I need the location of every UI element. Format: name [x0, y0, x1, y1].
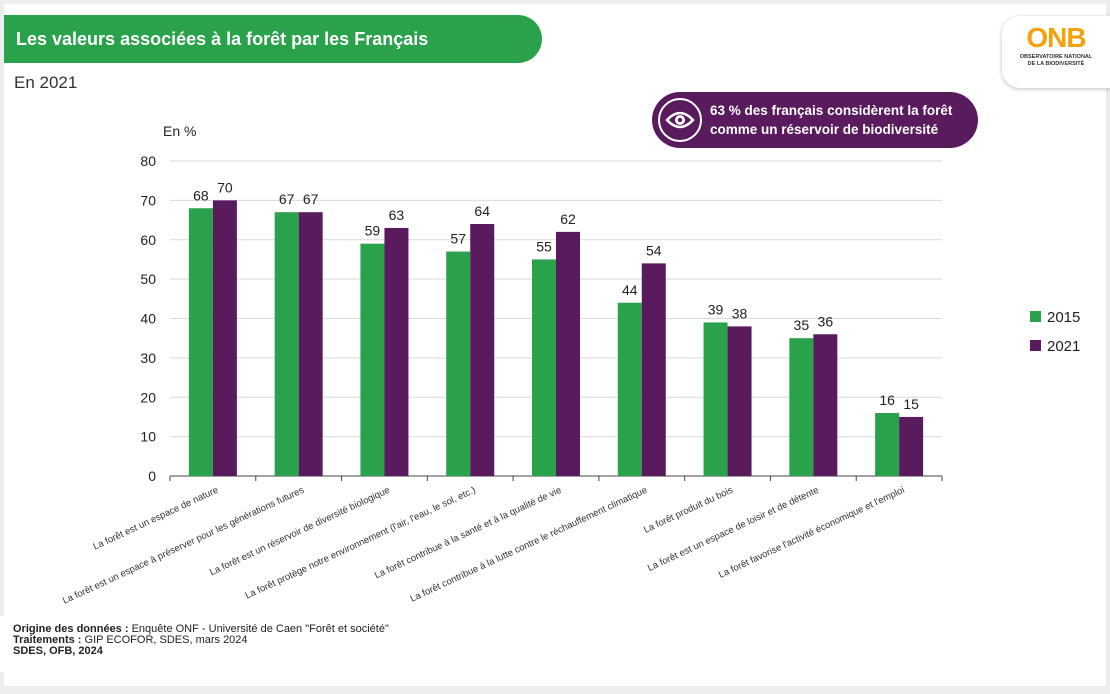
source-treatment-value: GIP ECOFOR, SDES, mars 2024: [81, 634, 248, 646]
onb-logo: ONB OBSERVATOIRE NATIONAL DE LA BIODIVER…: [1002, 16, 1110, 88]
y-tick-label: 10: [140, 429, 156, 445]
bar-2015: [617, 302, 642, 476]
y-tick-label: 40: [140, 311, 156, 327]
data-label: 38: [732, 305, 748, 321]
legend-label: 2021: [1047, 338, 1080, 355]
callout-line2: comme un réservoir de biodiversité: [710, 122, 939, 137]
source-treatment-label: Traitements :: [13, 634, 82, 646]
bar-2015: [703, 322, 728, 476]
y-tick-label: 20: [140, 389, 156, 405]
legend-swatch-2021: [1030, 340, 1041, 351]
data-label: 44: [622, 282, 638, 298]
x-tick-label: La forêt est un réservoir de diversité b…: [208, 485, 392, 578]
data-label: 67: [279, 191, 295, 207]
bar-2015: [789, 338, 814, 476]
data-label: 36: [818, 313, 834, 329]
bar-2021: [384, 227, 409, 476]
source-origin-label: Origine des données :: [13, 623, 129, 635]
bar-2021: [813, 334, 838, 476]
data-label: 54: [646, 242, 662, 258]
data-label: 57: [450, 231, 466, 247]
data-label: 55: [536, 238, 552, 254]
highlight-callout: 63 % des français considèrent la forêt c…: [652, 92, 978, 148]
data-label: 68: [193, 187, 209, 203]
x-tick-label: La forêt favorise l'activité économique …: [717, 485, 906, 581]
bar-2015: [188, 208, 213, 476]
chart-title: Les valeurs associées à la forêt par les…: [16, 28, 429, 49]
bar-2021: [899, 416, 924, 476]
source-origin-value: Enquête ONF - Université de Caen "Forêt …: [128, 623, 389, 635]
chart-subtitle: En 2021: [14, 73, 78, 92]
data-label: 70: [217, 179, 233, 195]
y-tick-label: 50: [140, 271, 156, 287]
data-label: 39: [708, 301, 724, 317]
bar-2015: [532, 259, 556, 476]
y-tick-label: 0: [148, 468, 156, 484]
source-credit: SDES, OFB, 2024: [13, 645, 103, 657]
bar-2015: [875, 413, 900, 476]
data-label: 67: [303, 191, 319, 207]
eye-icon: [658, 98, 702, 142]
data-label: 63: [389, 207, 405, 223]
bar-2021: [212, 200, 237, 476]
data-label: 35: [794, 317, 810, 333]
chart-title-bar: Les valeurs associées à la forêt par les…: [4, 15, 542, 63]
legend-swatch-2015: [1030, 311, 1041, 322]
callout-line1: 63 % des français considèrent la forêt: [710, 103, 953, 118]
y-axis-label: En %: [163, 123, 196, 139]
x-tick-label: La forêt est un espace de loisir et de d…: [646, 485, 821, 574]
logo-line2: DE LA BIODIVERSITÉ: [1027, 61, 1085, 67]
source-box: Origine des données : Enquête ONF - Univ…: [0, 616, 476, 672]
logo-line1: OBSERVATOIRE NATIONAL: [1019, 54, 1093, 60]
legend-label: 2015: [1047, 309, 1080, 326]
data-label: 64: [474, 203, 490, 219]
bar-2015: [446, 251, 471, 476]
data-label: 62: [560, 211, 576, 227]
bar-2015: [274, 212, 299, 476]
data-label: 59: [365, 223, 381, 239]
y-tick-label: 30: [140, 350, 156, 366]
bar-2021: [298, 212, 323, 476]
y-tick-label: 60: [140, 232, 156, 248]
data-label: 16: [879, 392, 895, 408]
bar-2021: [470, 224, 495, 476]
bar-2021: [727, 326, 752, 476]
y-tick-label: 80: [140, 153, 156, 169]
bar-2015: [360, 243, 385, 476]
logo-wordmark: ONB: [1026, 22, 1086, 53]
data-label: 15: [903, 396, 919, 412]
y-tick-label: 70: [140, 192, 156, 208]
bar-2021: [641, 263, 666, 476]
bar-2021: [556, 231, 580, 476]
